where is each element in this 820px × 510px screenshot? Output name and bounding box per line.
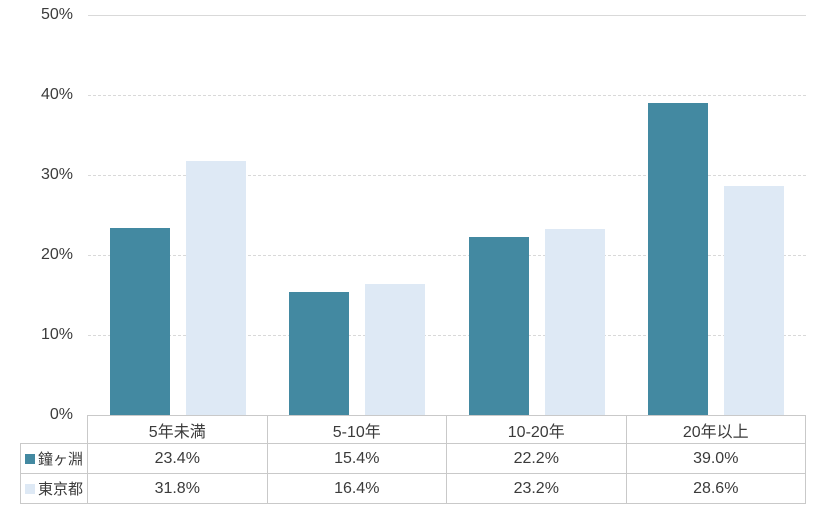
- y-tick-label-20: 20%: [40, 246, 73, 263]
- y-tick-label-0: 0%: [49, 406, 73, 423]
- bar-series1-cat4: [648, 103, 709, 415]
- bar-series2-cat2: [365, 283, 426, 415]
- bar-series1-cat2: [289, 291, 350, 415]
- gridline-50: [88, 15, 806, 16]
- table-header-3: 10-20年: [447, 415, 627, 444]
- table-header-2: 5-10年: [267, 415, 447, 444]
- gridline-20: [88, 255, 806, 256]
- series-name-1: 鐘ヶ淵: [38, 451, 84, 468]
- legend-row-header-series1: 鐘ヶ淵: [20, 444, 88, 474]
- table-header-4: 20年以上: [626, 415, 806, 444]
- data-table: 5年未満 5-10年 10-20年 20年以上鐘ヶ淵 23.4% 15.4% 22.2% 39…: [20, 415, 806, 504]
- table-value-series2-cat2: 16.4%: [267, 474, 447, 504]
- table-value-series1-cat3: 22.2%: [447, 444, 627, 474]
- bar-series2-cat4: [724, 186, 785, 415]
- legend-row-header-series2: 東京都: [20, 474, 88, 504]
- y-tick-label-10: 10%: [40, 326, 73, 343]
- bar-series1-cat3: [468, 237, 529, 415]
- y-tick-label-50: 50%: [40, 6, 73, 23]
- y-tick-label-40: 40%: [40, 86, 73, 103]
- table-value-series2-cat1: 31.8%: [88, 474, 268, 504]
- gridline-40: [88, 95, 806, 96]
- bar-series2-cat1: [185, 160, 246, 415]
- series-name-2: 東京都: [38, 481, 84, 498]
- gridline-10: [88, 335, 806, 336]
- table-value-series2-cat3: 23.2%: [447, 474, 627, 504]
- table-value-series2-cat4: 28.6%: [626, 474, 806, 504]
- bar-series1-cat1: [109, 227, 170, 415]
- y-tick-label-30: 30%: [40, 166, 73, 183]
- gridline-30: [88, 175, 806, 176]
- bar-series2-cat3: [544, 229, 605, 415]
- table-value-series1-cat2: 15.4%: [267, 444, 447, 474]
- table-value-series1-cat1: 23.4%: [88, 444, 268, 474]
- table-header-1: 5年未満: [88, 415, 268, 444]
- table-value-series1-cat4: 39.0%: [626, 444, 806, 474]
- table-corner-cell: [20, 415, 88, 444]
- legend-swatch-series2: [25, 483, 35, 494]
- legend-swatch-series1: [25, 453, 35, 464]
